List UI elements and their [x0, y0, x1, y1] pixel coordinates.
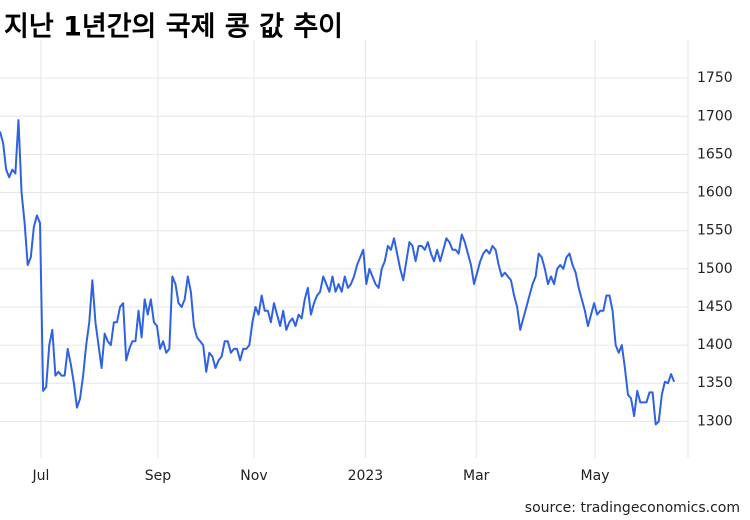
- y-tick-label: 1600: [697, 185, 733, 201]
- y-tick-label: 1400: [697, 337, 733, 353]
- source-note: source: tradingeconomics.com: [525, 500, 740, 516]
- y-tick-label: 1650: [697, 146, 733, 162]
- price-line: [0, 119, 676, 426]
- y-tick-label: 1550: [697, 223, 733, 239]
- x-tick-label: 2023: [348, 468, 384, 484]
- y-tick-label: 1750: [697, 70, 733, 86]
- x-tick-label: Sep: [145, 468, 172, 484]
- x-tick-label: Mar: [463, 468, 490, 484]
- chart-title: 지난 1년간의 국제 콩 값 추이: [4, 12, 343, 43]
- y-tick-label: 1500: [697, 261, 733, 277]
- x-tick-label: Nov: [240, 468, 267, 484]
- y-tick-label: 1350: [697, 375, 733, 391]
- y-tick-label: 1700: [697, 108, 733, 124]
- x-tick-label: Jul: [31, 468, 49, 484]
- x-tick-label: May: [581, 468, 610, 484]
- y-tick-label: 1300: [697, 413, 733, 429]
- y-tick-label: 1450: [697, 299, 733, 315]
